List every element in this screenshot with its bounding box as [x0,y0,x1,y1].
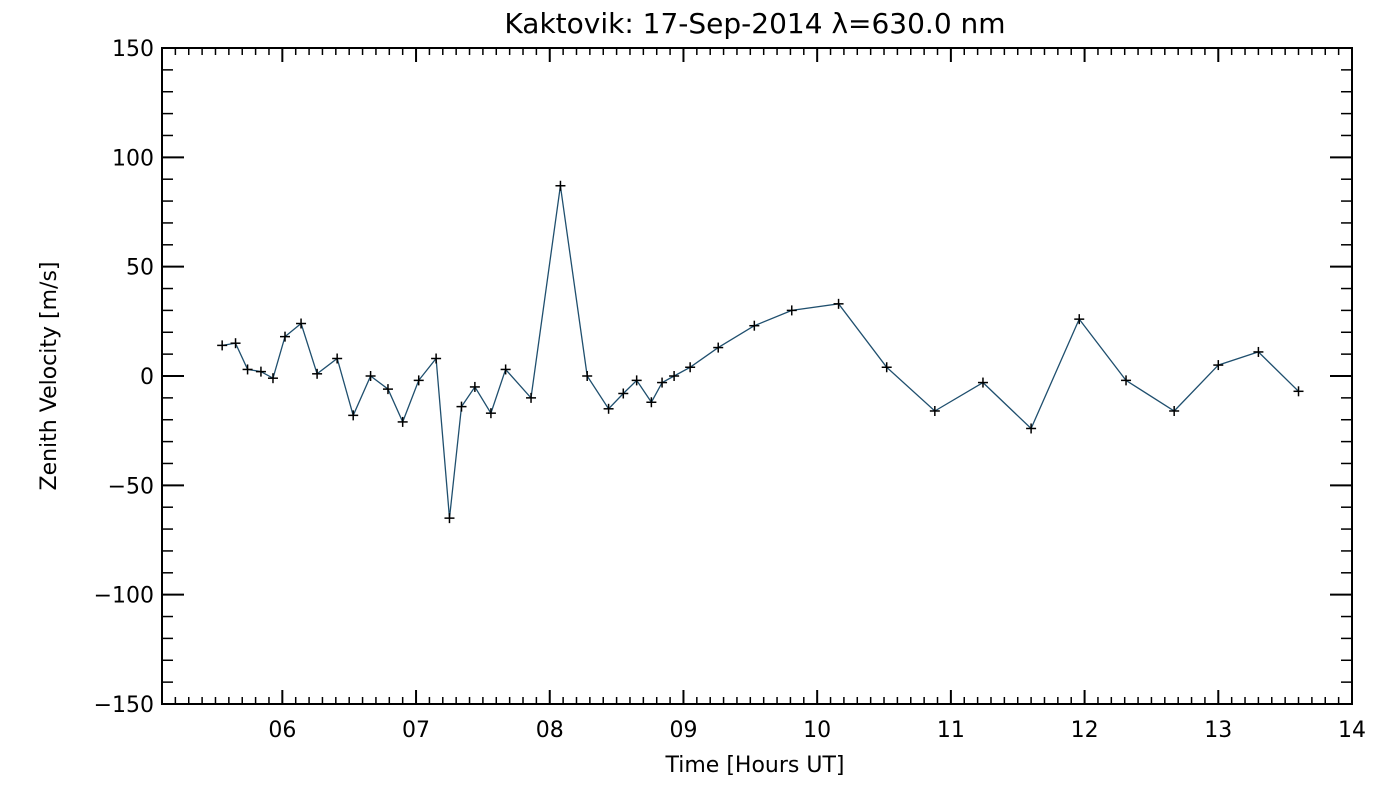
data-point [555,180,566,191]
data-point [217,340,228,351]
data-point [242,364,253,375]
x-tick-label: 08 [536,718,564,743]
data-point [312,368,323,379]
data-point [255,366,266,377]
data-point [267,373,278,384]
data-point [413,375,424,386]
data-point [456,401,467,412]
x-tick-label: 14 [1338,718,1366,743]
data-point [749,320,760,331]
y-tick-label: 0 [140,365,154,390]
series-line [222,185,1299,519]
data-point [657,377,668,388]
data-point [382,384,393,395]
data-point [296,318,307,329]
y-axis-label: Zenith Velocity [m/s] [37,262,62,491]
data-point [397,416,408,427]
y-tick-label: 150 [112,37,154,62]
x-axis-label: Time [Hours UT] [665,753,845,778]
plot-frame [161,47,1353,705]
data-markers [217,180,1304,524]
x-tick-label: 09 [669,718,697,743]
data-point [431,353,442,364]
data-point [977,377,988,388]
data-point [669,371,680,381]
data-point [1293,386,1304,397]
x-tick-label: 06 [268,718,296,743]
data-point [230,338,241,349]
data-point [833,298,844,309]
data-point [485,408,496,419]
data-point [631,375,642,386]
data-point [618,388,629,399]
data-point [646,397,657,408]
data-point [469,381,480,392]
data-point [1253,346,1264,357]
x-tick-label: 07 [402,718,430,743]
data-point [881,362,892,373]
y-tick-label: −50 [108,474,154,499]
data-point [500,364,511,375]
x-tick-label: 12 [1071,718,1099,743]
data-point [365,371,376,381]
data-point [685,362,696,373]
x-tick-label: 10 [803,718,831,743]
data-point [1121,375,1132,386]
chart-title: Kaktovik: 17-Sep-2014 λ=630.0 nm [504,7,1005,40]
data-point [1213,360,1224,371]
data-point [444,513,455,524]
data-point [1026,423,1037,434]
x-tick-label: 13 [1204,718,1232,743]
y-tick-label: −100 [94,584,154,609]
data-point [929,405,940,416]
y-tick-label: 100 [112,146,154,171]
data-point [582,371,593,381]
data-point [1074,314,1085,325]
axis-ticks [161,47,1353,705]
x-tick-label: 11 [937,718,965,743]
data-point [603,403,614,414]
y-tick-label: 50 [126,256,154,281]
data-point [526,392,537,403]
data-point [280,331,291,342]
tick-labels: 06 07 08 09 10 11 12 13 14 −150 −100 −50 0 50 100 150 [94,37,1366,743]
data-point [1169,405,1180,416]
y-tick-label: −150 [94,693,154,718]
data-point [332,353,343,364]
data-point [348,410,359,421]
data-point [786,305,797,316]
data-point [713,342,724,353]
